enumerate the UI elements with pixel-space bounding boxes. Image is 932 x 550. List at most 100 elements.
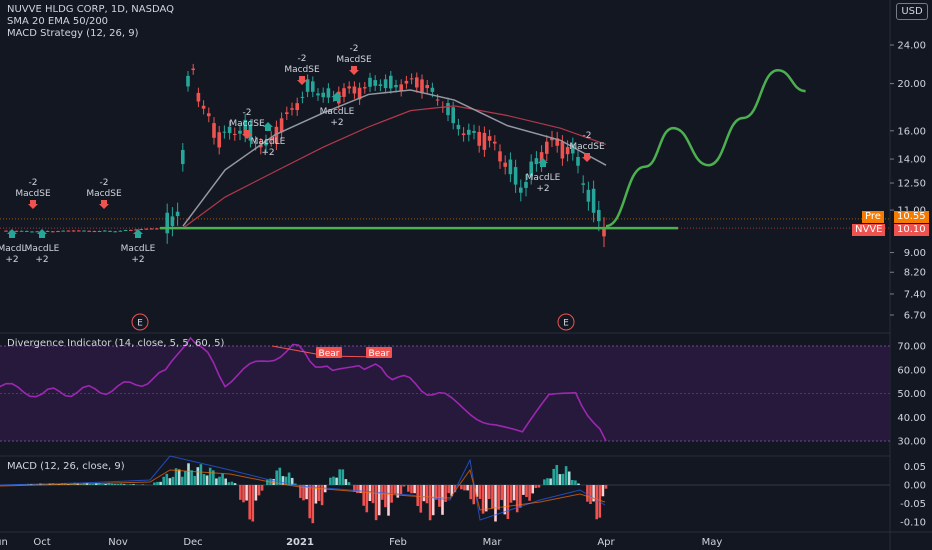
candle-body — [243, 119, 247, 136]
macd-histogram-bar — [221, 473, 224, 485]
bear-label-box — [366, 347, 392, 358]
macd-histogram-bar — [453, 485, 457, 493]
price-tick-label: 6.70 — [904, 311, 926, 322]
macd-histogram-bar — [260, 485, 264, 491]
macd-histogram-bar — [344, 479, 348, 485]
pre-label-tag: Pre — [862, 211, 884, 223]
macd-histogram-bar — [494, 485, 497, 522]
macd-legend: MACD (12, 26, close, 9) — [7, 461, 125, 472]
candle-body — [503, 162, 507, 167]
macd-histogram-bar — [104, 483, 107, 485]
earnings-marker-label: E — [137, 319, 143, 329]
macd-histogram-bar — [407, 485, 410, 492]
x-tick-label: May — [702, 537, 723, 548]
x-tick-label: 2021 — [286, 537, 314, 548]
candle-body — [144, 228, 149, 230]
macd-histogram-bar — [266, 479, 269, 485]
macd-tick-label: 0.05 — [904, 462, 926, 473]
candle-body — [519, 187, 523, 193]
candle-body — [352, 86, 357, 94]
macd-tick-label: 0.00 — [904, 481, 926, 492]
candle-body — [295, 103, 299, 111]
macd-histogram-bar — [564, 466, 568, 485]
macd-tick-label: -0.05 — [900, 499, 926, 510]
candle-body — [493, 141, 497, 144]
short-arrow-icon — [582, 153, 592, 162]
candle-body — [51, 231, 55, 233]
macd-histogram-bar — [165, 473, 169, 485]
macd-histogram-bar — [113, 484, 117, 485]
candle-body — [347, 86, 351, 89]
candle-body — [363, 87, 367, 89]
candle-body — [415, 77, 419, 88]
macd-histogram-bar — [469, 485, 472, 500]
candle-body — [409, 78, 414, 80]
macd-histogram-bar — [519, 485, 522, 508]
long-signal-label: MacdLE — [251, 137, 286, 147]
macd-histogram-bar — [558, 474, 562, 485]
candle-body — [581, 183, 585, 185]
candle-body — [394, 84, 398, 88]
macd-histogram-bar — [193, 475, 196, 485]
long-qty-label: +2 — [330, 118, 343, 128]
macd-histogram-bar — [335, 477, 338, 485]
long-arrow-icon — [332, 92, 342, 101]
price-tick-label: 12.50 — [897, 179, 926, 190]
candle-body — [129, 229, 133, 231]
candle-body — [539, 152, 544, 165]
macd-histogram-bar — [460, 485, 463, 490]
candle-body — [191, 68, 195, 71]
macd-histogram-bar — [171, 476, 175, 485]
divergence-tick-label: 60.00 — [897, 365, 926, 376]
candle-body — [305, 79, 310, 92]
macd-tick-label: -0.10 — [900, 518, 926, 529]
candle-body — [508, 159, 513, 175]
macd-histogram-bar — [332, 476, 335, 485]
candle-body — [378, 84, 383, 86]
macd-histogram-bar — [353, 485, 356, 492]
macd-histogram-bar — [278, 467, 282, 485]
macd-histogram-bar — [428, 485, 432, 521]
candle-body — [467, 129, 471, 135]
macd-histogram-bar — [199, 464, 203, 485]
sma-20-line — [182, 89, 607, 227]
macd-histogram-bar — [422, 485, 426, 502]
candle-body — [165, 212, 169, 234]
candle-body — [274, 126, 279, 144]
macd-histogram-bar — [287, 472, 291, 485]
candle-body — [451, 107, 455, 124]
long-qty-label: +2 — [261, 148, 274, 158]
long-qty-label: +2 — [5, 255, 18, 265]
macd-histogram-bar — [546, 478, 549, 485]
macd-histogram-bar — [347, 482, 351, 485]
macd-histogram-bar — [317, 485, 321, 501]
macd-histogram-bar — [549, 478, 552, 485]
currency-button[interactable]: USD — [896, 3, 928, 20]
macd-histogram-bar — [592, 485, 595, 502]
macd-histogram-bar — [314, 485, 318, 504]
macd-histogram-bar — [98, 483, 101, 485]
macd-histogram-bar — [275, 470, 278, 485]
macd-histogram-bar — [162, 476, 165, 485]
candle-body — [92, 231, 97, 233]
macd-histogram-bar — [341, 469, 345, 485]
macd-histogram-bar — [589, 485, 592, 505]
candle-body — [77, 230, 81, 232]
macd-histogram-bar — [444, 485, 447, 502]
macd-histogram-bar — [595, 485, 598, 520]
macd-histogram-bar — [101, 484, 104, 485]
macd-histogram-bar — [586, 485, 589, 502]
long-signal-label: MacdL — [0, 244, 26, 254]
candle-body — [103, 230, 107, 232]
candle-body — [472, 131, 476, 133]
macd-histogram-bar — [488, 485, 491, 500]
x-tick-label: Oct — [33, 537, 50, 548]
candle-body — [446, 103, 450, 116]
macd-histogram-bar — [555, 465, 559, 485]
candle-body — [368, 77, 372, 87]
macd-histogram-bar — [356, 485, 359, 494]
macd-histogram-bar — [79, 484, 83, 485]
candle-body — [602, 226, 606, 237]
macd-histogram-bar — [299, 485, 302, 498]
